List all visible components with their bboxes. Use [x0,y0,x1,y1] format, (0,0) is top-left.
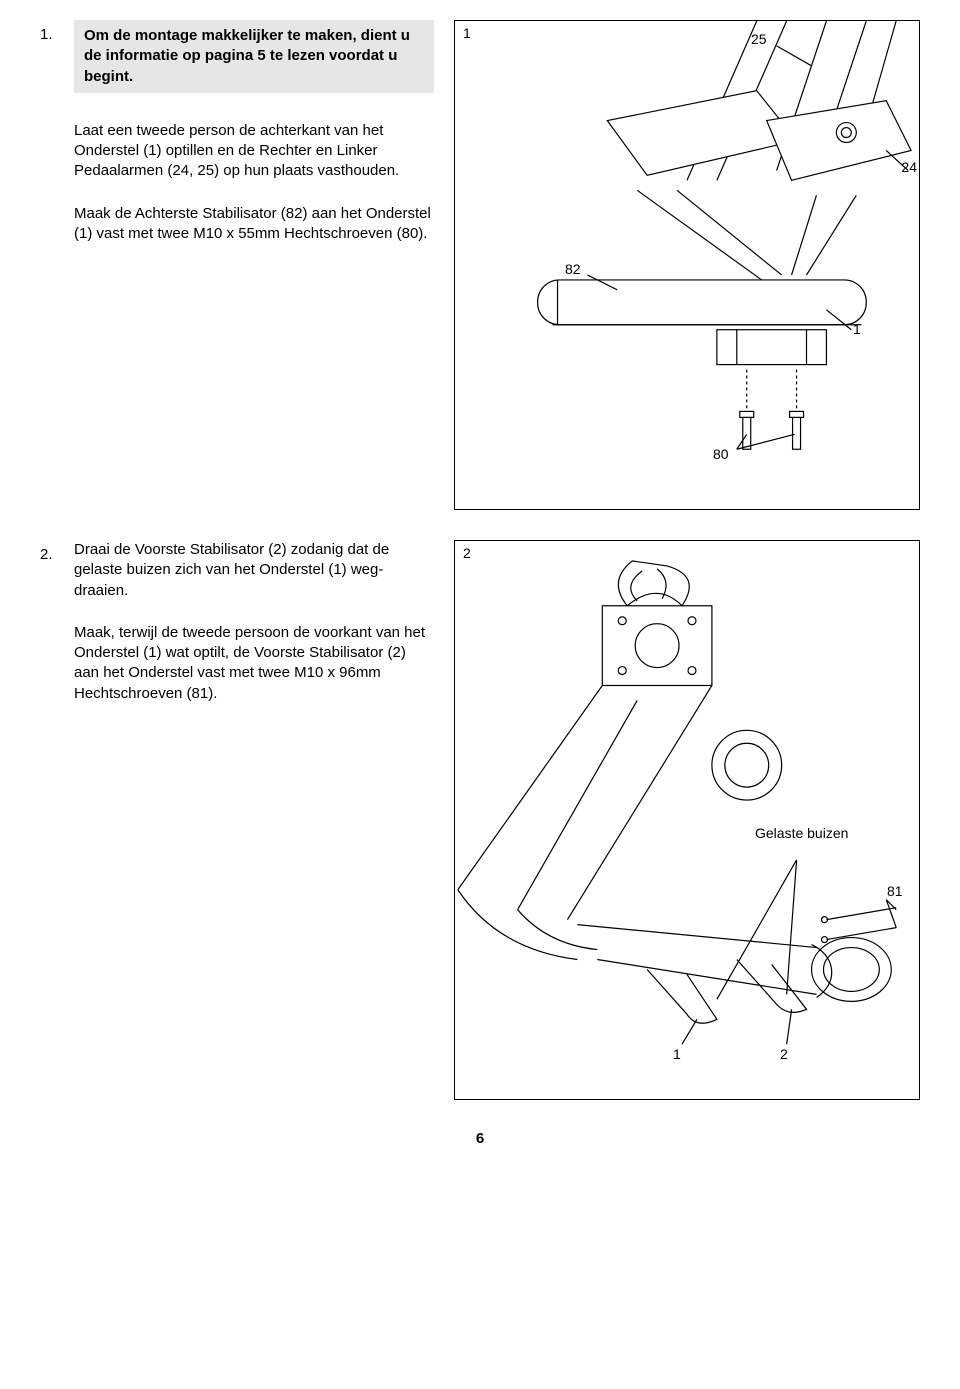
step-2-diagram-col: 2 [454,540,920,1100]
diagram-1-svg [455,21,919,509]
diagram-1-label-24: 24 [901,159,917,175]
step-2-para-2: Maak, terwijl de tweede persoon de voork… [74,623,434,704]
diagram-2-label-81: 81 [887,883,903,899]
step-2-number: 2. [40,540,74,563]
diagram-2-svg [455,541,919,1099]
diagram-2-label-2: 2 [780,1046,788,1062]
step-1-para-2: Maak de Achterste Stabilisator (82) aan … [74,204,434,245]
diagram-1-label-25: 25 [751,31,767,47]
step-2-row: 2. Draai de Voorste Stabilisator (2) zod… [40,540,920,1100]
step-1-text: Om de montage makkelijker te maken, dien… [74,20,454,266]
diagram-1-title: 1 [463,25,471,41]
step-1-para-1: Laat een tweede person de achterkant van… [74,121,434,182]
step-1-note: Om de montage makkelijker te maken, dien… [74,20,434,93]
diagram-1-label-1: 1 [853,321,861,337]
page-number: 6 [40,1130,920,1147]
diagram-2-title: 2 [463,545,471,561]
step-2-diagram: 2 [454,540,920,1100]
diagram-1-label-80: 80 [713,446,729,462]
step-2-text: Draai de Voorste Stabilisator (2) zodani… [74,540,454,726]
diagram-1-label-82: 82 [565,261,581,277]
step-1-diagram-col: 1 [454,20,920,510]
step-1-number: 1. [40,20,74,43]
diagram-2-label-1: 1 [673,1046,681,1062]
step-1-row: 1. Om de montage makkelijker te maken, d… [40,20,920,510]
diagram-2-label-gelaste: Gelaste buizen [755,826,848,841]
step-1-diagram: 1 [454,20,920,510]
step-2-para-1: Draai de Voorste Stabilisator (2) zodani… [74,540,434,601]
